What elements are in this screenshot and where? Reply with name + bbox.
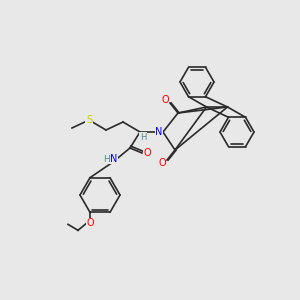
Text: H: H bbox=[140, 133, 146, 142]
Text: N: N bbox=[155, 127, 163, 137]
Text: O: O bbox=[143, 148, 151, 158]
Text: O: O bbox=[158, 158, 166, 168]
Text: O: O bbox=[161, 95, 169, 105]
Text: H: H bbox=[103, 154, 110, 164]
Text: S: S bbox=[86, 115, 92, 125]
Text: O: O bbox=[86, 218, 94, 228]
Text: N: N bbox=[110, 154, 118, 164]
